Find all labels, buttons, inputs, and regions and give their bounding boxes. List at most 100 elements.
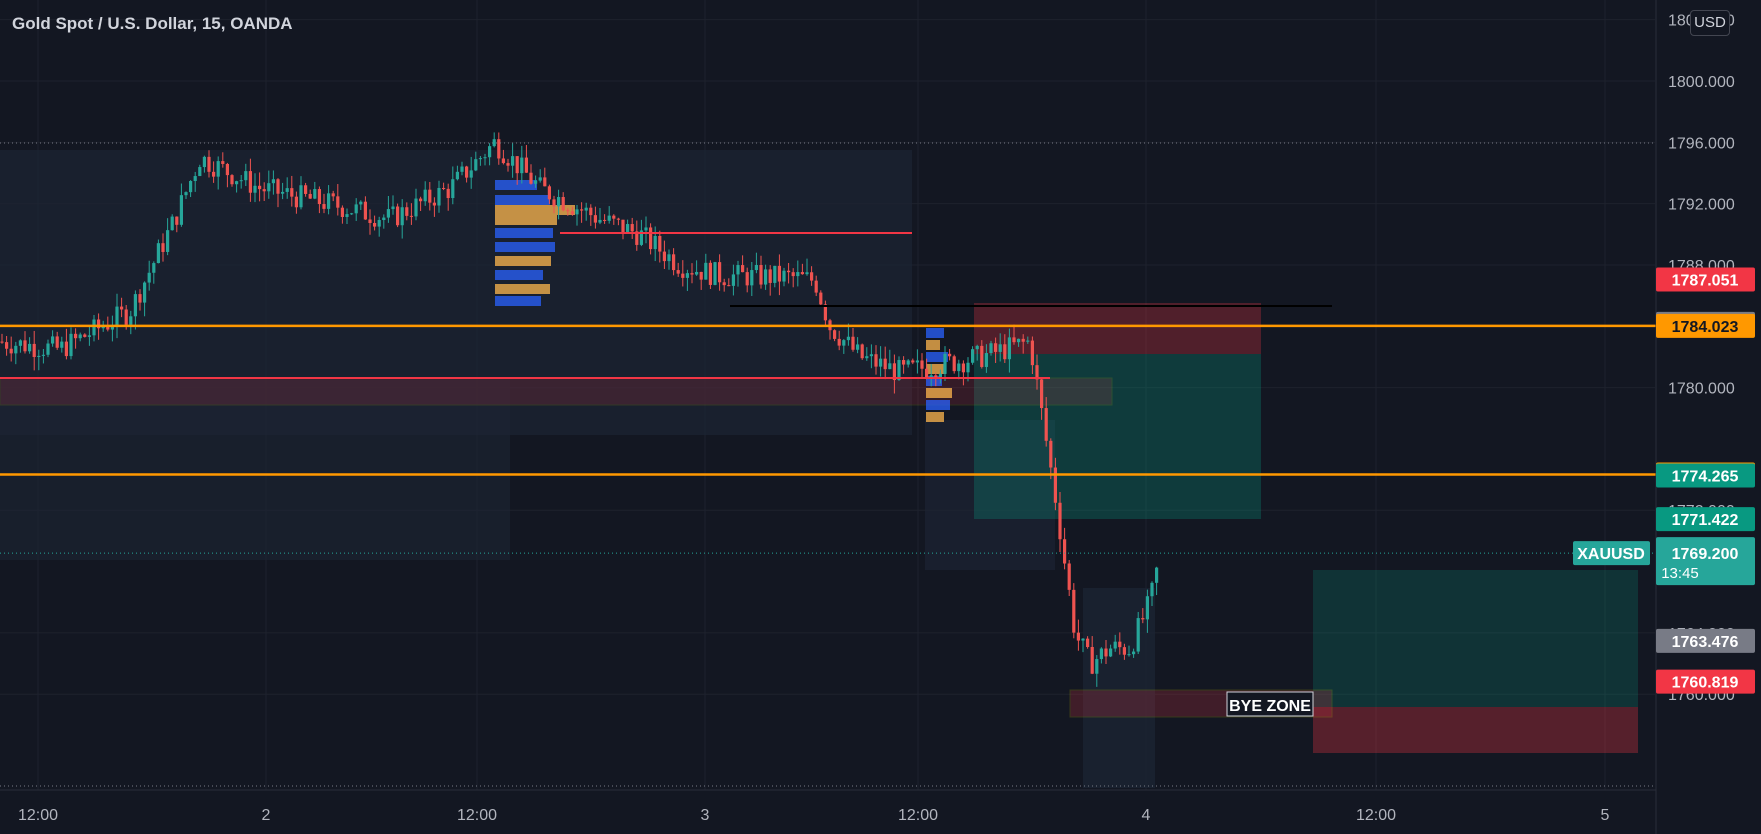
x-tick-label: 12:00 <box>457 807 497 824</box>
candle-body <box>1044 408 1048 441</box>
stop-loss-zone <box>1313 707 1638 753</box>
candle-body <box>833 330 837 339</box>
candle-body <box>957 363 961 372</box>
candle-body <box>483 157 487 159</box>
candle-body <box>179 195 183 225</box>
candle-body <box>1155 567 1159 583</box>
candle-body <box>248 171 252 193</box>
candle-body <box>685 273 689 278</box>
candle-body <box>460 166 464 172</box>
candle-body <box>722 282 726 286</box>
volume-profile-bar <box>926 400 950 410</box>
candle-body <box>543 177 547 187</box>
candle-body <box>787 270 791 273</box>
range-box <box>1083 588 1155 788</box>
candle-body <box>1086 638 1090 647</box>
candle-body <box>83 334 87 337</box>
candle-body <box>538 177 542 181</box>
candle-body <box>290 188 294 197</box>
candle-body <box>74 333 78 339</box>
candle-body <box>745 272 749 286</box>
volume-profile-bar <box>926 364 946 374</box>
candle-body <box>856 344 860 350</box>
chart-title: Gold Spot / U.S. Dollar, 15, OANDA <box>12 14 293 33</box>
candle-body <box>635 231 639 245</box>
candle-body <box>87 335 91 337</box>
price-label: 1771.422 <box>1672 512 1739 529</box>
candle-body <box>727 285 731 287</box>
candle-body <box>55 336 59 348</box>
candle-body <box>432 202 436 206</box>
candle-body <box>869 354 873 357</box>
candle-body <box>152 263 156 273</box>
candle-body <box>51 336 55 344</box>
candle-body <box>1109 648 1113 657</box>
candle-body <box>823 304 827 321</box>
candle-body <box>235 181 239 185</box>
candle-body <box>929 375 933 378</box>
candle-body <box>805 272 809 275</box>
price-label-bg <box>1656 313 1755 338</box>
candle-body <box>626 224 630 234</box>
candle-body <box>423 189 427 202</box>
take-profit-zone <box>1313 570 1638 707</box>
price-label-bg <box>1656 669 1755 694</box>
candle-body <box>1113 641 1117 649</box>
candle-body <box>18 340 22 346</box>
candle-body <box>340 207 344 217</box>
candle-body <box>161 243 165 252</box>
candle-body <box>1040 379 1044 409</box>
candle-body <box>129 316 133 325</box>
candle-body <box>515 156 519 174</box>
candle-body <box>327 193 331 209</box>
candle-body <box>888 363 892 370</box>
x-axis: 12:00 2 12:00 3 12:00 4 12:00 5 <box>0 789 1656 824</box>
candle-body <box>1122 647 1126 655</box>
symbol-tag: XAUUSD <box>1577 546 1645 563</box>
volume-profile-bar <box>926 352 948 362</box>
candle-body <box>607 215 611 221</box>
candle-body <box>851 336 855 350</box>
candle-body <box>313 189 317 199</box>
candle-body <box>212 171 216 177</box>
candle-body <box>5 342 9 349</box>
candle-body <box>244 171 248 181</box>
candle-body <box>14 345 18 354</box>
candle-body <box>373 223 377 227</box>
x-tick-label: 4 <box>1142 807 1151 824</box>
candle-body <box>1030 340 1034 366</box>
candle-body <box>409 215 413 217</box>
candle-body <box>1017 338 1021 343</box>
candle-body <box>1104 648 1108 657</box>
candle-body <box>690 273 694 275</box>
x-tick-label: 12:00 <box>18 807 58 824</box>
candle-body <box>593 215 597 223</box>
candle-body <box>396 206 400 226</box>
candle-body <box>147 272 151 283</box>
candle-body <box>202 156 206 168</box>
candle-body <box>782 270 786 282</box>
y-tick-label: 1792.000 <box>1668 197 1735 214</box>
candle-body <box>331 193 335 197</box>
candle-body <box>644 227 648 231</box>
candle-body <box>32 343 36 358</box>
candle-body <box>603 219 607 221</box>
candle-body <box>216 161 220 177</box>
candle-body <box>630 224 634 232</box>
currency-button[interactable]: USD <box>1690 10 1730 36</box>
candle-body <box>529 172 533 184</box>
candle-body <box>506 163 510 166</box>
candle-body <box>713 262 717 285</box>
y-tick-label: 1780.000 <box>1668 381 1735 398</box>
volume-profile-bar <box>926 340 940 350</box>
candle-body <box>258 185 262 190</box>
candle-body <box>143 282 147 303</box>
candle-body <box>170 216 174 231</box>
candle-body <box>598 219 602 223</box>
candle-body <box>455 171 459 180</box>
candle-body <box>69 333 73 357</box>
candle-body <box>133 294 137 317</box>
candle-body <box>92 319 96 336</box>
candle-body <box>1081 638 1085 641</box>
